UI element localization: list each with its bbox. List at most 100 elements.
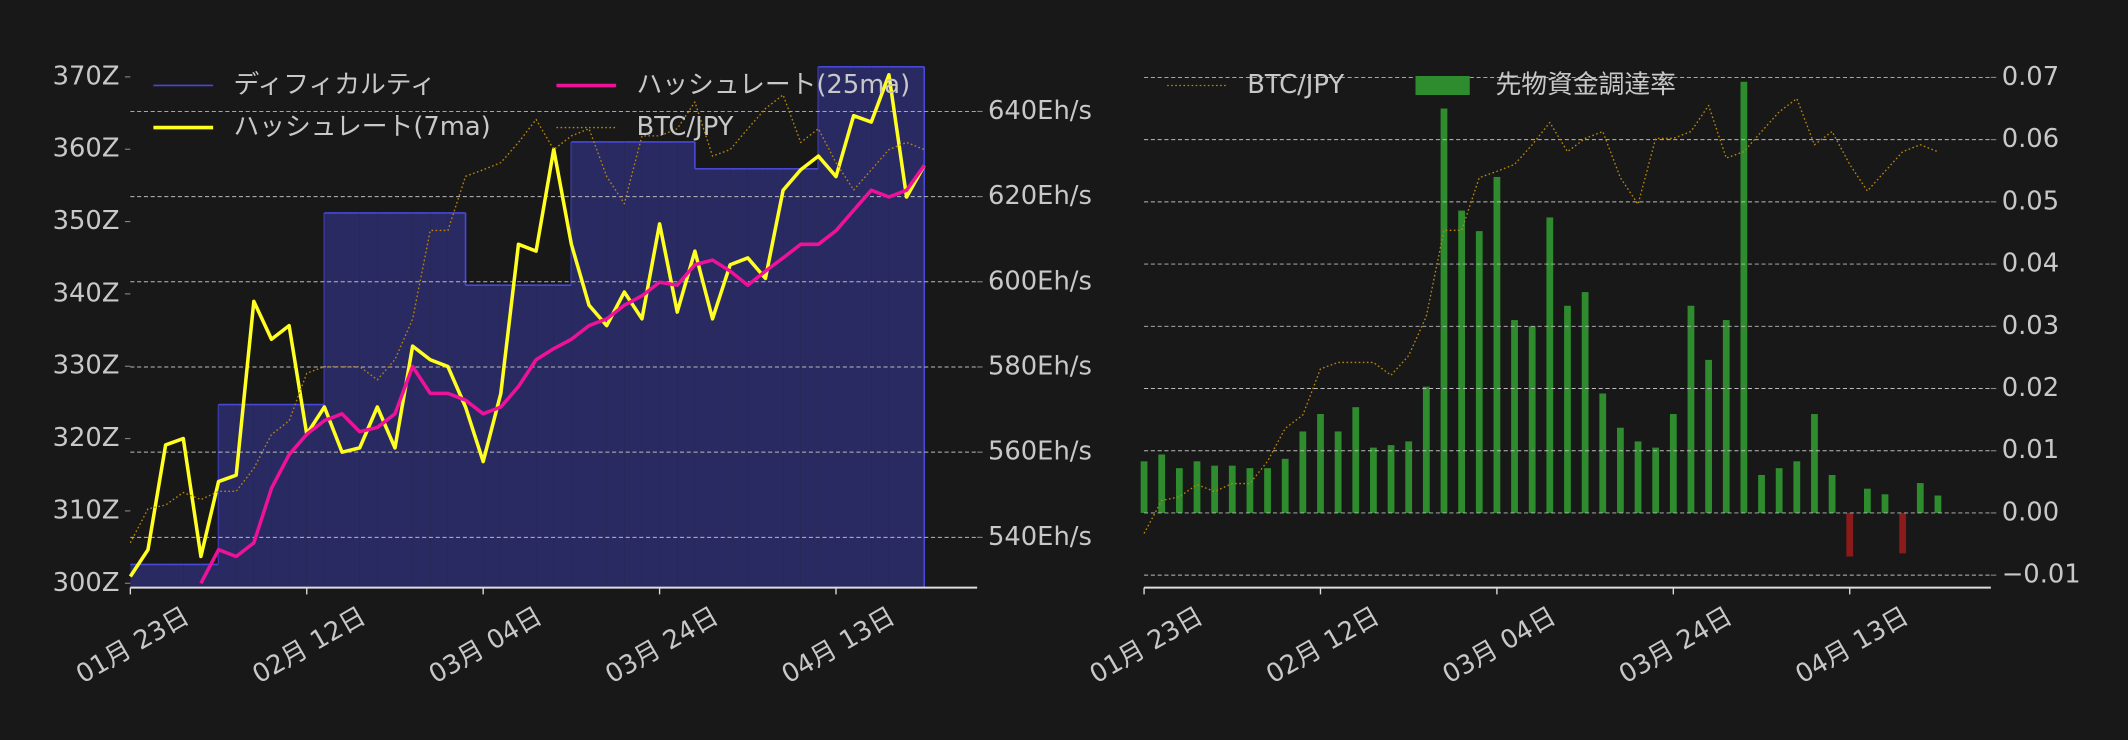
y-tick-label: 320Z: [53, 423, 120, 453]
bar: [1317, 414, 1324, 513]
bar: [1475, 231, 1483, 513]
legend-label: ハッシュレート(7ma): [233, 112, 490, 142]
step-area: [183, 564, 201, 588]
step-area: [518, 285, 537, 588]
bar: [1140, 461, 1148, 513]
bar: [1352, 407, 1360, 513]
y-tick-label: 330Z: [53, 351, 120, 381]
step-area: [606, 141, 625, 588]
bar: [1616, 427, 1624, 513]
bar: [1828, 474, 1836, 513]
step-area: [659, 141, 678, 588]
y-tick-label: 340Z: [53, 278, 120, 308]
y-tick-label: 540Eh/s: [988, 522, 1092, 552]
bar: [1669, 414, 1677, 513]
bar: [1511, 320, 1518, 513]
step-area: [730, 168, 748, 588]
step-area: [589, 141, 607, 588]
step-area: [871, 66, 889, 588]
step-area: [853, 66, 872, 588]
bar: [1246, 468, 1254, 513]
grid-layer: [124, 76, 983, 584]
step-area: [271, 404, 290, 588]
step-area: [342, 212, 360, 588]
step-area: [836, 66, 854, 588]
grid-layer: [1144, 76, 1997, 576]
y-tick-label: 620Eh/s: [988, 181, 1092, 211]
bar: [1370, 447, 1377, 513]
y-tick-label: 0.06: [2002, 124, 2059, 154]
step-area: [412, 212, 431, 588]
step-area: [253, 404, 272, 588]
bar: [1546, 217, 1554, 513]
step-area: [377, 212, 395, 588]
step-area: [359, 212, 378, 588]
bar: [1899, 512, 1907, 554]
bar: [1581, 292, 1589, 513]
step-area: [306, 404, 325, 588]
y-tick-label: 0.00: [2002, 497, 2059, 527]
step-area: [130, 564, 148, 588]
bar: [1740, 81, 1748, 513]
bar: [1934, 495, 1942, 513]
bar: [1422, 386, 1430, 513]
bar: [1405, 441, 1413, 513]
step-area: [765, 168, 784, 588]
step-area: [800, 168, 819, 588]
y-tick-label: 0.02: [2002, 373, 2059, 403]
bar: [1846, 512, 1854, 557]
bar: [1705, 359, 1712, 513]
bar: [1863, 488, 1871, 513]
y-tick-label: 580Eh/s: [988, 351, 1092, 381]
step-area: [712, 168, 731, 588]
bar: [1158, 454, 1166, 513]
y-tick-label: 370Z: [53, 61, 120, 91]
bar: [1564, 305, 1571, 513]
bar: [1634, 441, 1642, 513]
bar: [1881, 494, 1889, 513]
bar: [1458, 210, 1466, 513]
bar: [1528, 326, 1536, 513]
bar: [1775, 468, 1783, 513]
step-area: [236, 404, 254, 588]
bar: [1652, 447, 1660, 513]
y-tick-label: −0.01: [2002, 560, 2081, 590]
legend-key: [1415, 75, 1470, 95]
y-tick-label: 360Z: [53, 134, 120, 164]
step-area: [218, 404, 237, 588]
line: [1143, 97, 1939, 534]
bar: [1281, 458, 1289, 513]
step-area: [553, 285, 572, 588]
bar: [1211, 465, 1219, 513]
legend-label: ディフィカルティ: [233, 70, 435, 100]
y-tick-label: 310Z: [53, 495, 120, 525]
step-area: [536, 285, 554, 588]
y-tick-label: 0.01: [2002, 435, 2059, 465]
y-tick-label: 0.04: [2002, 249, 2059, 279]
bar: [1264, 468, 1271, 513]
line-layer: [1143, 97, 1939, 534]
step-area: [200, 564, 219, 588]
bar: [1916, 483, 1924, 513]
step-area: [906, 66, 925, 588]
y-tick-label: 300Z: [53, 568, 120, 598]
y-tick-label: 560Eh/s: [988, 437, 1092, 467]
legend-label: ハッシュレート(25ma): [637, 70, 911, 100]
y-tick-label: 600Eh/s: [988, 266, 1092, 296]
bar: [1493, 176, 1501, 513]
y-tick-label: 0.03: [2002, 311, 2059, 341]
step-area: [165, 564, 184, 588]
line-layer: [128, 73, 926, 585]
step-area: [430, 212, 448, 588]
legend-label: BTC/JPY: [1247, 70, 1344, 100]
bar: [1793, 461, 1801, 513]
line: [128, 73, 926, 578]
bar: [1722, 320, 1730, 513]
bar: [1193, 461, 1201, 513]
bar: [1758, 474, 1765, 513]
bar: [1299, 431, 1307, 513]
step-area: [147, 564, 166, 588]
step-area: [677, 141, 695, 588]
y-tick-label: 0.05: [2002, 186, 2059, 216]
